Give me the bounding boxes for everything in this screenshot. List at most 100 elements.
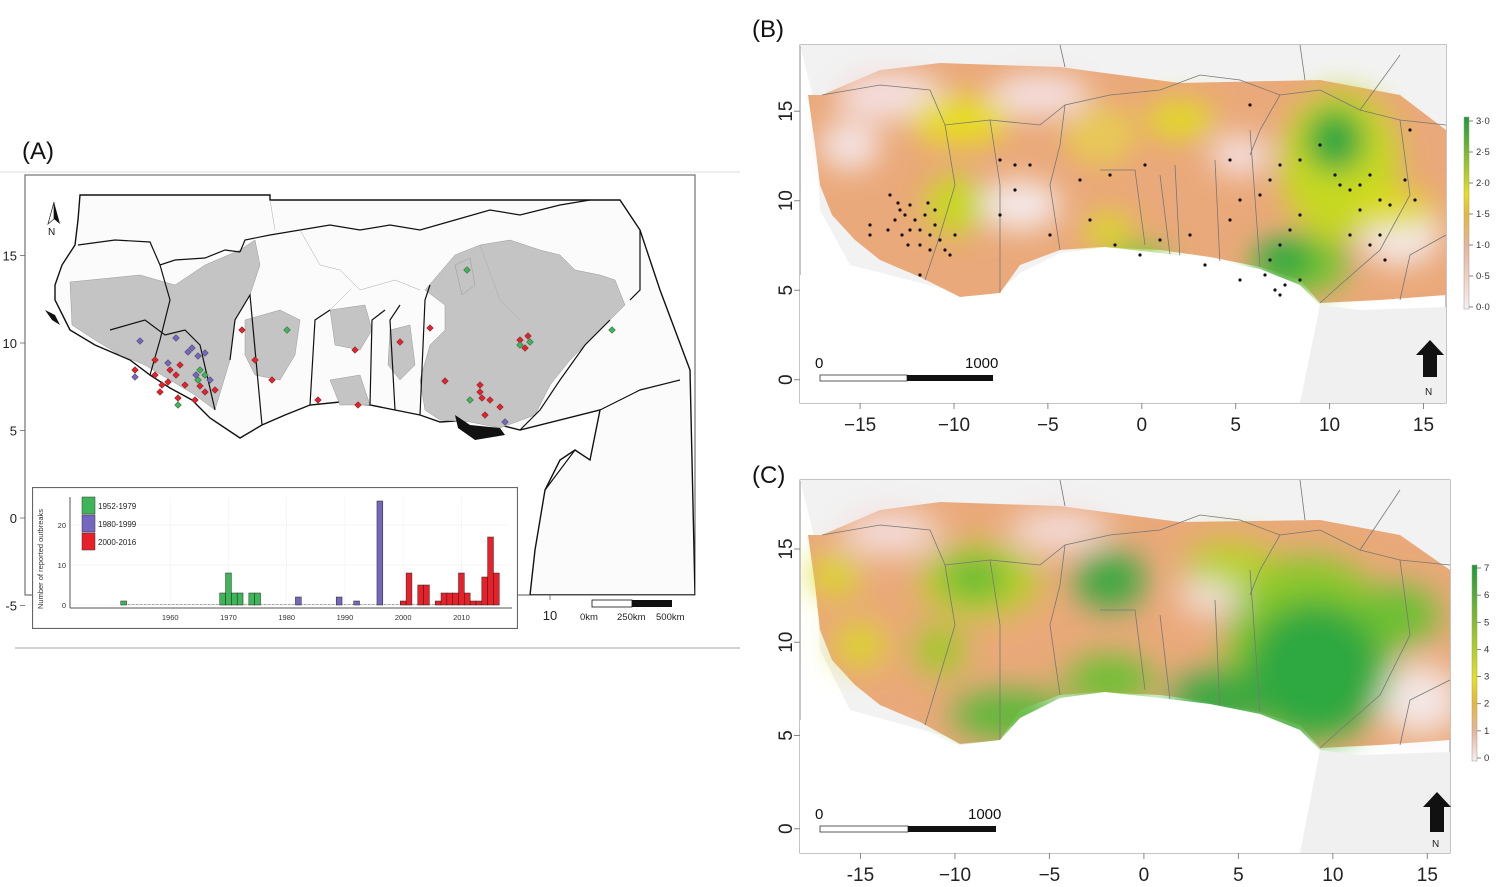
panel-a-label: (A) [22,138,54,165]
occurrence-point [933,223,937,227]
xtick-label: −5 [1037,415,1059,435]
occurrence-point [928,233,932,237]
outbreak-marker [201,371,209,379]
legend-label: 1952-1979 [98,502,137,511]
occurrence-points [868,103,1417,297]
outbreak-marker [501,418,509,426]
hist-ytick-label: 20 [58,521,66,530]
histogram-bar [475,600,483,606]
a-ytick-label: 15 [3,249,17,264]
outbreak-marker [478,394,486,402]
histogram-bar [219,592,226,606]
occurrence-point [898,208,902,212]
histogram-bar [295,596,302,606]
xtick-label: 15 [1417,865,1438,886]
occurrence-point [1378,233,1382,237]
occurrence-point [1358,208,1362,212]
scale-label-b-0: 0 [815,355,823,372]
outbreak-marker [196,366,204,374]
outbreak-marker [158,381,166,389]
outbreak-marker [166,366,174,374]
hist-xtick-label: 2010 [453,613,470,622]
outbreak-marker [131,373,139,381]
a-ytick-label: -5 [5,599,17,614]
occurrence-point [1228,218,1232,222]
a-ytick-label: 10 [3,336,17,351]
colorbar-b [1463,116,1470,310]
outbreak-marker [131,366,139,374]
outbreak-marker [268,376,276,384]
occurrence-point [1188,233,1192,237]
colorbar-label: 3·0 [1476,116,1490,127]
niger-delta [455,415,505,440]
histogram-bar [487,536,494,606]
occurrence-point [1078,178,1082,182]
histogram-bar [231,592,238,606]
occurrence-point [1228,158,1232,162]
legend-swatch [81,514,96,533]
histogram-bar [400,600,407,606]
outbreak-marker [486,396,494,404]
outbreak-marker [396,338,404,346]
outbreak-marker [181,381,189,389]
occurrence-point [1388,203,1392,207]
colorbar-label: 1·0 [1476,240,1490,251]
occurrence-point [1268,178,1272,182]
xtick-label: 5 [1230,415,1241,435]
histogram-bar [423,584,430,606]
outbreak-marker [151,356,159,364]
histogram-bar [353,600,360,606]
occurrence-point [1318,143,1322,147]
occurrence-point [1278,243,1282,247]
legend-swatch [81,532,96,551]
occurrence-point [906,243,910,247]
occurrence-point [1013,188,1017,192]
occurrence-point [1283,283,1287,287]
occurrence-point [1158,238,1162,242]
outbreak-marker [176,361,184,369]
legend-swatch [81,496,96,515]
scale-label-500: 500km [656,612,685,623]
occurrence-point [1143,163,1147,167]
histogram-bar [225,572,232,606]
scale-label-0: 0km [580,612,598,623]
outbreak-marker [251,356,259,364]
outbreak-marker [426,324,434,332]
ytick-label: 0 [776,823,797,834]
scale-label-250: 250km [617,612,646,623]
outbreak-marker [206,376,214,384]
outbreak-marker [516,341,524,349]
ytick-label: 5 [776,285,797,296]
occurrence-point [1348,233,1352,237]
outbreak-marker [354,401,362,409]
colorbar-label: 1·5 [1476,209,1490,220]
xtick-label: 15 [1413,415,1434,435]
histogram-bar [493,572,500,606]
north-label-b: N [1425,387,1432,398]
outbreak-marker [188,344,196,352]
occurrence-point [1348,188,1352,192]
colorbar-label: 0·0 [1476,302,1490,313]
colorbar-label: 2·5 [1476,147,1490,158]
outbreak-marker [211,386,219,394]
outbreak-marker [184,348,192,356]
occurrence-point [1358,183,1362,187]
occurrence-point [943,248,947,252]
colorbar-label: 2 [1484,699,1489,710]
histogram-bar [481,576,488,606]
north-arrow-icon-c [1423,792,1451,832]
xtick-label: −10 [938,415,970,435]
occurrence-point [1013,163,1017,167]
colorbar-label: 3 [1484,672,1489,683]
outbreak-marker [441,377,449,385]
a-xtick-label: 10 [543,608,557,623]
outbreak-marker [314,396,322,404]
outbreak-marker [174,401,182,409]
histogram-bar [335,596,343,606]
occurrence-point [900,233,904,237]
occurrence-point [933,208,937,212]
occurrence-point [918,243,922,247]
xtick-label: 10 [1322,865,1343,886]
occurrence-point [908,228,912,232]
histogram-bar [120,600,127,606]
